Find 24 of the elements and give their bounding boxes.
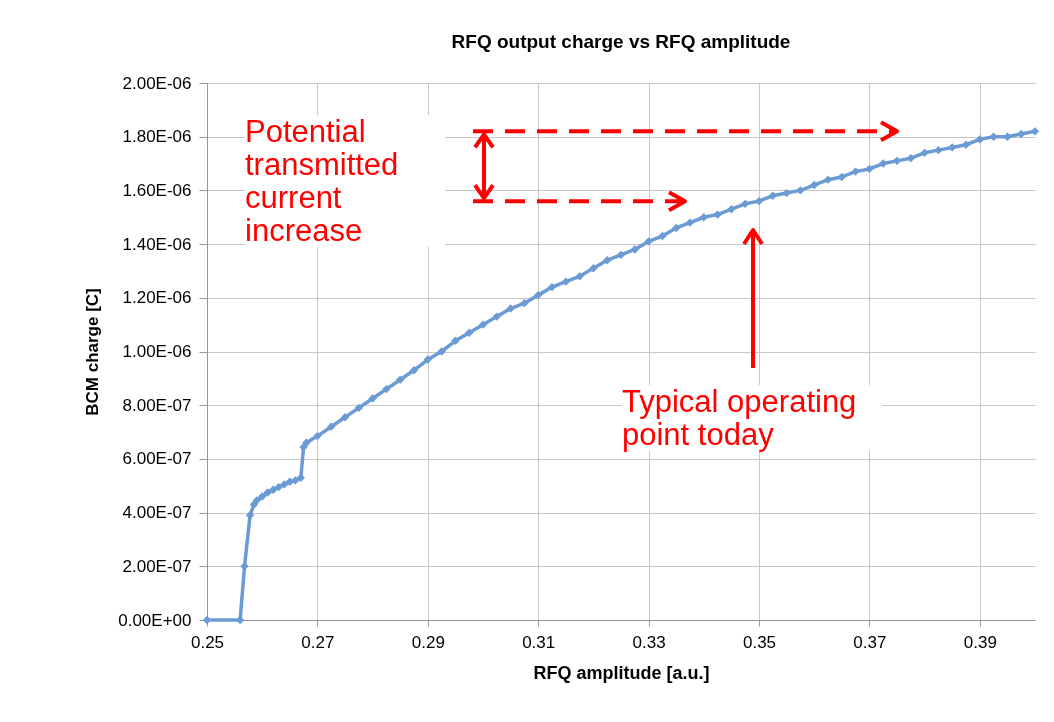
y-tick-label: 1.20E-06 — [122, 288, 192, 308]
x-tick-label: 0.35 — [742, 632, 777, 652]
y-tick-label: 8.00E-07 — [122, 395, 192, 415]
y-tick-label: 1.40E-06 — [122, 234, 192, 254]
y-tick-label: 1.60E-06 — [122, 180, 192, 200]
x-tick-label: 0.27 — [301, 632, 335, 652]
x-tick-label: 0.31 — [522, 632, 556, 652]
x-tick-label: 0.25 — [190, 632, 225, 652]
y-tick-label: 1.80E-06 — [122, 127, 192, 147]
x-tick-label: 0.39 — [963, 632, 997, 652]
y-tick-label: 1.00E-06 — [122, 342, 192, 361]
annotation: Potential transmitted current increase — [245, 114, 445, 248]
y-tick-label: 2.00E-07 — [122, 556, 192, 576]
x-tick-label: 0.33 — [632, 632, 666, 652]
y-tick-label: 6.00E-07 — [122, 449, 192, 469]
x-axis-title: RFQ amplitude [a.u.] — [533, 662, 710, 683]
y-tick-label: 0.00E+00 — [118, 610, 192, 630]
y-tick-label: 4.00E-07 — [122, 503, 192, 523]
annotation: Typical operating point today — [622, 384, 882, 452]
y-tick-label: 2.00E-06 — [122, 73, 192, 93]
x-tick-label: 0.29 — [411, 632, 445, 652]
y-axis-title: BCM charge [C] — [83, 288, 103, 416]
x-tick-label: 0.37 — [853, 632, 887, 652]
chart-title: RFQ output charge vs RFQ amplitude — [451, 31, 791, 52]
